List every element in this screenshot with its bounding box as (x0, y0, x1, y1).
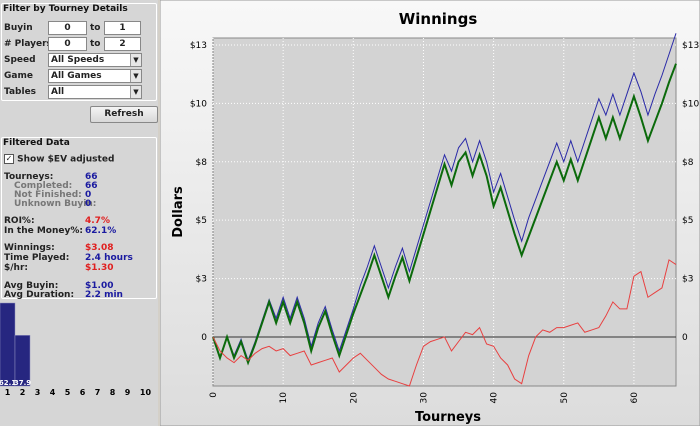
text-input[interactable]: 0 (48, 37, 87, 51)
stat-label: Not Finished: (14, 190, 82, 200)
dropdown-arrow[interactable]: ▼ (130, 86, 141, 98)
x-tick-label: 2 (20, 388, 26, 397)
x-tick-label: 6 (80, 388, 86, 397)
stat-value: $3.08 (85, 243, 114, 253)
dropdown[interactable]: All ▼ (48, 85, 142, 99)
x-tick-label: 0 (209, 392, 219, 398)
x-axis-label: Tourneys (415, 410, 481, 425)
stat-label: Unknown Buyin: (14, 199, 97, 209)
stat-label: In the Money%: (4, 226, 83, 236)
y2-tick-label: 0 (682, 333, 688, 343)
x-tick-label: 50 (560, 392, 570, 404)
x-tick-label: 60 (630, 392, 640, 404)
x-tick-label: 20 (349, 392, 359, 404)
stat-label: Time Played: (4, 253, 70, 263)
x-tick-label: 40 (490, 392, 500, 404)
section-title: Filter by Tourney Details (3, 4, 128, 14)
x-tick-label: 10 (279, 392, 289, 404)
value-label: 37.9 (14, 379, 31, 387)
dropdown[interactable]: All Games ▼ (48, 69, 142, 83)
filter-box (1, 3, 157, 101)
text-input[interactable]: 0 (48, 21, 87, 35)
stat-value: 0 (85, 199, 92, 209)
y-tick-label: $10 (190, 99, 207, 109)
y-tick-label: $5 (196, 216, 207, 226)
stat-label: Tourneys: (4, 172, 54, 182)
field-label: # Players (4, 39, 52, 49)
x-tick-label: 4 (50, 388, 56, 397)
plot-area (212, 37, 677, 387)
field-label: Tables (4, 87, 37, 97)
y-tick-label: $13 (190, 41, 207, 51)
x-tick-label: 7 (95, 388, 101, 397)
y2-tick-label: $8 (682, 158, 694, 168)
stat-value: 0 (85, 190, 92, 200)
chart: Winnings Tourneys Dollars 0 0 $3 $3 $5 $5 $8 $8… (160, 0, 700, 426)
x-tick-label: 1 (5, 388, 11, 397)
stat-label: $/hr: (4, 263, 28, 273)
section-title: Filtered Data (3, 138, 70, 148)
field-label: Buyin (4, 23, 33, 33)
chart-title: Winnings (399, 10, 478, 28)
field-label: to (90, 23, 101, 33)
x-tick-label: 10 (140, 388, 152, 397)
dropdown[interactable]: All Speeds ▼ (48, 53, 142, 67)
y-tick-label: $8 (196, 158, 208, 168)
checkbox-label: Show $EV adjusted (17, 154, 115, 165)
field-label: Game (4, 71, 33, 81)
x-tick-label: 3 (35, 388, 41, 397)
stat-value: $1.00 (85, 281, 114, 291)
bar (0, 302, 16, 387)
y-tick-label: $3 (196, 275, 207, 285)
text-input[interactable]: 1 (104, 21, 141, 35)
y2-tick-label: $3 (682, 275, 693, 285)
stat-value: 2.2 min (85, 290, 123, 300)
line-series (212, 63, 677, 366)
x-tick-label: 30 (419, 392, 429, 404)
sidebar: Filter by Tourney Details Filtered Data … (0, 0, 158, 426)
stat-value: 62.1% (85, 226, 117, 236)
dropdown-arrow[interactable]: ▼ (130, 70, 141, 82)
stat-label: ROI%: (4, 216, 35, 226)
stat-value: $1.30 (85, 263, 114, 273)
refresh-button[interactable]: Refresh (90, 106, 158, 123)
x-tick-label: 5 (65, 388, 71, 397)
line-series (212, 259, 677, 387)
dropdown-arrow[interactable]: ▼ (130, 54, 141, 66)
y-tick-label: 0 (201, 333, 207, 343)
stat-label: Completed: (14, 181, 73, 191)
field-label: Speed (4, 55, 36, 65)
x-tick-label: 9 (125, 388, 131, 397)
stat-label: Avg Duration: (4, 290, 75, 300)
x-tick-label: 8 (110, 388, 116, 397)
line-series (212, 33, 677, 362)
value-label: 62.1 (0, 379, 16, 387)
stat-value: 2.4 hours (85, 253, 133, 263)
y2-tick-label: $10 (682, 99, 699, 109)
checkbox[interactable]: ✓ Show $EV adjusted (4, 154, 114, 165)
text-input[interactable]: 2 (104, 37, 141, 51)
y2-tick-label: $13 (682, 41, 699, 51)
y-axis-label: Dollars (171, 186, 186, 238)
stat-value: 4.7% (85, 216, 110, 226)
stat-value: 66 (85, 181, 98, 191)
checkbox-box[interactable]: ✓ (4, 154, 14, 164)
filtered-box (1, 137, 157, 299)
bar (14, 335, 31, 387)
field-label: to (90, 39, 101, 49)
stat-label: Avg Buyin: (4, 281, 59, 291)
stat-label: Winnings: (4, 243, 55, 253)
y2-tick-label: $5 (682, 216, 693, 226)
stat-value: 66 (85, 172, 98, 182)
